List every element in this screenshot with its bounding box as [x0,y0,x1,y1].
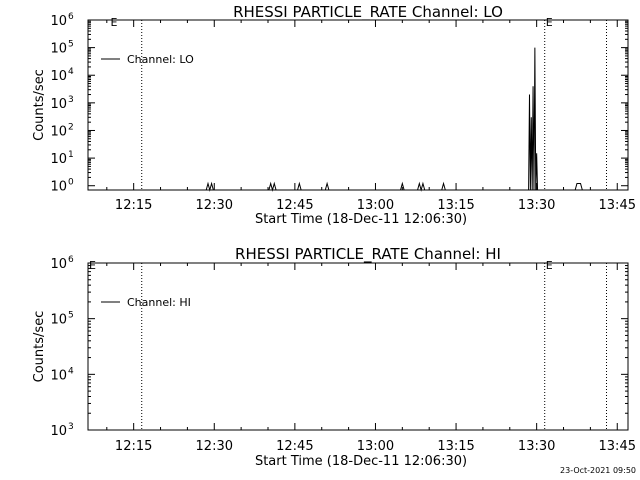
y-tick-exponent: 1 [68,150,74,160]
y-tick-exponent: 0 [68,178,74,188]
y-tick-exponent: 2 [68,122,74,132]
x-axis-label: Start Time (18-Dec-11 12:06:30) [255,454,467,469]
x-tick-label: 13:45 [599,439,636,454]
x-tick-label: 13:15 [437,439,474,454]
event-marker-label: E [546,16,553,29]
event-marker-label: E [89,259,96,272]
legend-label: Channel: LO [127,53,194,66]
y-tick-base: 10 [50,124,67,139]
y-tick-base: 10 [50,152,67,167]
plot-frame [87,262,629,431]
chart-title: RHESSI PARTICLE_RATE Channel: LO [233,3,503,22]
event-marker-label: E [546,259,553,272]
x-tick-label: 13:45 [599,198,636,213]
x-tick-label: 12:45 [276,439,313,454]
y-tick-exponent: 4 [68,366,74,376]
x-tick-label: 12:30 [196,439,233,454]
y-tick-base: 10 [50,424,67,439]
y-tick-exponent: 3 [68,422,74,432]
lo-channel-panel: RHESSI PARTICLE_RATE Channel: LO Start Ti… [32,3,636,227]
x-tick-label: 13:00 [357,439,394,454]
chart-title: RHESSI PARTICLE_RATE Channel: HI [235,245,501,264]
y-tick-base: 10 [50,42,67,57]
y-tick-base: 10 [50,257,67,272]
x-tick-label: 12:45 [276,198,313,213]
y-tick-exponent: 4 [68,67,74,77]
y-tick-base: 10 [50,69,67,84]
y-tick-exponent: 5 [68,40,74,50]
y-tick-base: 10 [50,180,67,195]
y-axis-label: Counts/sec [32,311,47,383]
x-tick-label: 12:30 [196,198,233,213]
x-tick-label: 13:15 [437,198,474,213]
y-tick-exponent: 6 [68,255,74,265]
event-marker-label: E [110,16,117,29]
y-axis-label: Counts/sec [32,69,47,141]
x-tick-label: 13:00 [357,198,394,213]
x-tick-label: 13:30 [518,439,555,454]
x-tick-label: 13:30 [518,198,555,213]
y-tick-base: 10 [50,14,67,29]
y-tick-base: 10 [50,97,67,112]
y-tick-base: 10 [50,313,67,328]
y-tick-exponent: 6 [68,12,74,22]
y-tick-exponent: 3 [68,95,74,105]
x-tick-label: 12:15 [115,198,152,213]
hi-channel-panel: RHESSI PARTICLE_RATE Channel: HI Start Ti… [32,245,636,469]
y-tick-base: 10 [50,368,67,383]
series-line-channel-lo [88,47,628,192]
plot-frame [87,19,629,191]
x-axis-label: Start Time (18-Dec-11 12:06:30) [255,212,467,227]
x-tick-label: 12:15 [115,439,152,454]
generation-timestamp: 23-Oct-2021 09:50 [560,466,636,475]
legend-label: Channel: HI [127,296,191,309]
y-tick-exponent: 5 [68,311,74,321]
